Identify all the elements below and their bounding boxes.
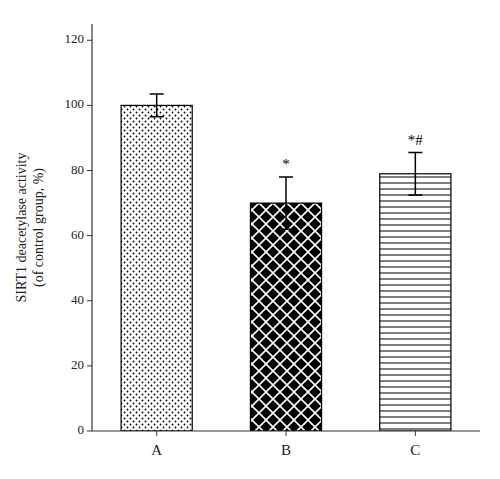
y-tick-label: 40 bbox=[71, 292, 84, 307]
chart: 0 20 40 60 80 100 120 SIRT1 deacetylase activit… bbox=[0, 0, 500, 479]
y-tick-label: 60 bbox=[71, 227, 84, 242]
y-tick-label: 80 bbox=[71, 162, 84, 177]
annotation: * bbox=[282, 156, 290, 172]
y-tick-label: 100 bbox=[65, 96, 85, 111]
error-bar bbox=[279, 177, 293, 229]
bar bbox=[250, 203, 321, 431]
y-axis-line bbox=[91, 24, 92, 431]
y-axis: 0 20 40 60 80 100 120 bbox=[65, 31, 93, 437]
bar bbox=[121, 105, 192, 431]
bar-hatch bbox=[121, 105, 192, 431]
error-bar bbox=[408, 153, 422, 195]
annotation: *# bbox=[408, 132, 424, 148]
bar bbox=[380, 174, 451, 431]
y-tick bbox=[87, 235, 92, 236]
x-tick-label: A bbox=[151, 442, 162, 458]
bars bbox=[121, 105, 451, 431]
chart-container: 0 20 40 60 80 100 120 SIRT1 deacetylase activit… bbox=[0, 0, 500, 479]
y-tick bbox=[87, 105, 92, 106]
error-bar bbox=[150, 94, 164, 117]
x-axis: A B C bbox=[151, 431, 420, 458]
y-tick bbox=[87, 365, 92, 366]
y-tick bbox=[87, 170, 92, 171]
y-tick bbox=[87, 40, 92, 41]
y-tick-label: 20 bbox=[71, 357, 84, 372]
x-tick bbox=[415, 431, 416, 436]
x-tick bbox=[156, 431, 157, 436]
bar-hatch bbox=[380, 174, 451, 431]
bar-hatch bbox=[250, 203, 321, 431]
error-bars bbox=[150, 94, 423, 229]
x-tick-label: C bbox=[410, 442, 420, 458]
y-tick-label: 0 bbox=[78, 422, 85, 437]
y-tick-label: 120 bbox=[65, 31, 85, 46]
y-tick bbox=[87, 300, 92, 301]
y-tick bbox=[87, 431, 92, 432]
y-axis-label: SIRT1 deacetylase activity(of control gr… bbox=[14, 153, 47, 303]
x-tick-label: B bbox=[281, 442, 291, 458]
x-tick bbox=[286, 431, 287, 436]
